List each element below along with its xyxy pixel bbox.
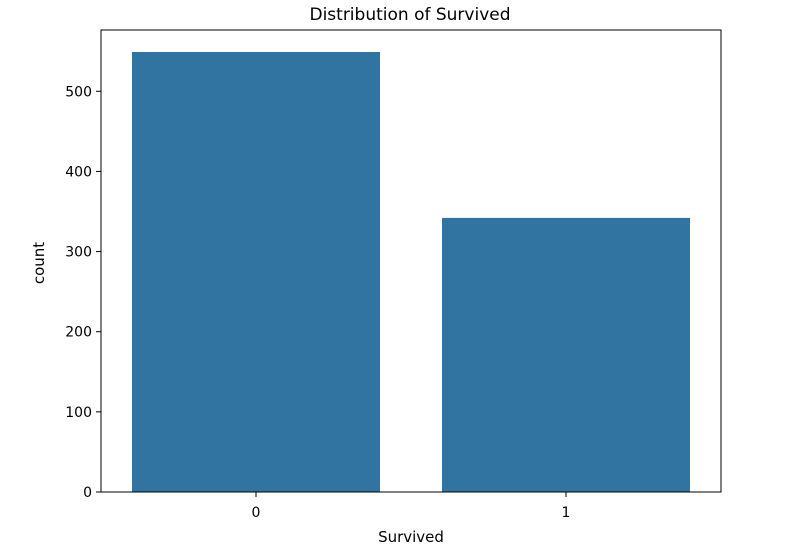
x-tick-label: 0 [252,505,261,521]
y-tick-label: 500 [65,84,92,100]
y-tick-label: 400 [65,164,92,180]
y-tick-label: 100 [65,405,92,421]
y-tick-label: 0 [83,485,92,501]
y-axis-ticks: 0 100 200 300 400 500 [65,84,101,501]
bar-0 [132,52,380,492]
y-tick-label: 300 [65,245,92,261]
chart-title: Distribution of Survived [309,5,510,25]
bars-group [132,52,690,492]
plot-area-frame [100,29,722,493]
y-tick-label: 200 [65,325,92,341]
bar-1 [442,217,690,492]
x-tick-label: 1 [562,505,571,521]
x-axis-label: Survived [378,528,444,546]
y-axis-label: count [30,242,48,284]
